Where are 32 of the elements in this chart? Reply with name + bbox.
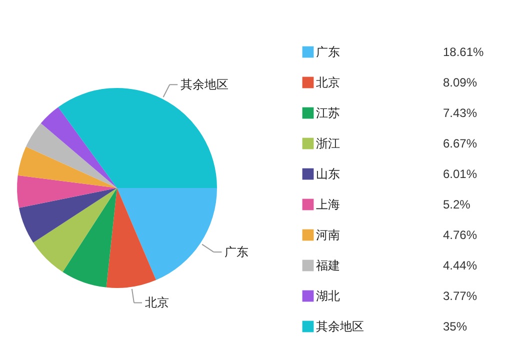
data-label: 35% [443, 320, 468, 334]
pie-slice [18, 188, 117, 243]
legend-label: 北京 [316, 76, 340, 90]
data-label: 8.09% [443, 76, 478, 90]
legend-label: 河南 [316, 228, 340, 242]
legend-label: 山东 [316, 167, 340, 181]
data-label: 7.43% [443, 106, 478, 120]
data-label: 4.44% [443, 258, 478, 272]
legend-label: 广东 [316, 45, 340, 59]
slice-label: 北京 [144, 296, 169, 310]
slice-label: 广东 [224, 245, 249, 260]
data-label: 6.01% [443, 167, 478, 181]
legend-label: 其余地区 [316, 320, 364, 334]
legend-label: 湖北 [316, 289, 340, 303]
pie-slice [117, 188, 217, 280]
pie-slice [62, 188, 117, 288]
pie-slice [106, 188, 156, 288]
legend-label: 上海 [316, 198, 340, 212]
data-label: 5.2% [443, 198, 471, 212]
data-label: 18.61% [443, 45, 484, 59]
pie-slice [33, 188, 117, 272]
pie-slice [40, 107, 117, 188]
pie-slice [17, 175, 117, 208]
legend-label: 浙江 [316, 136, 340, 150]
data-label: 4.76% [443, 228, 478, 242]
pie-slice [18, 146, 117, 188]
data-label: 3.77% [443, 289, 478, 303]
data-label: 6.67% [443, 136, 478, 150]
legend-label: 福建 [316, 258, 340, 272]
pie-slice [26, 123, 117, 188]
slice-label: 其余地区 [180, 78, 229, 92]
legend-label: 江苏 [316, 106, 340, 120]
